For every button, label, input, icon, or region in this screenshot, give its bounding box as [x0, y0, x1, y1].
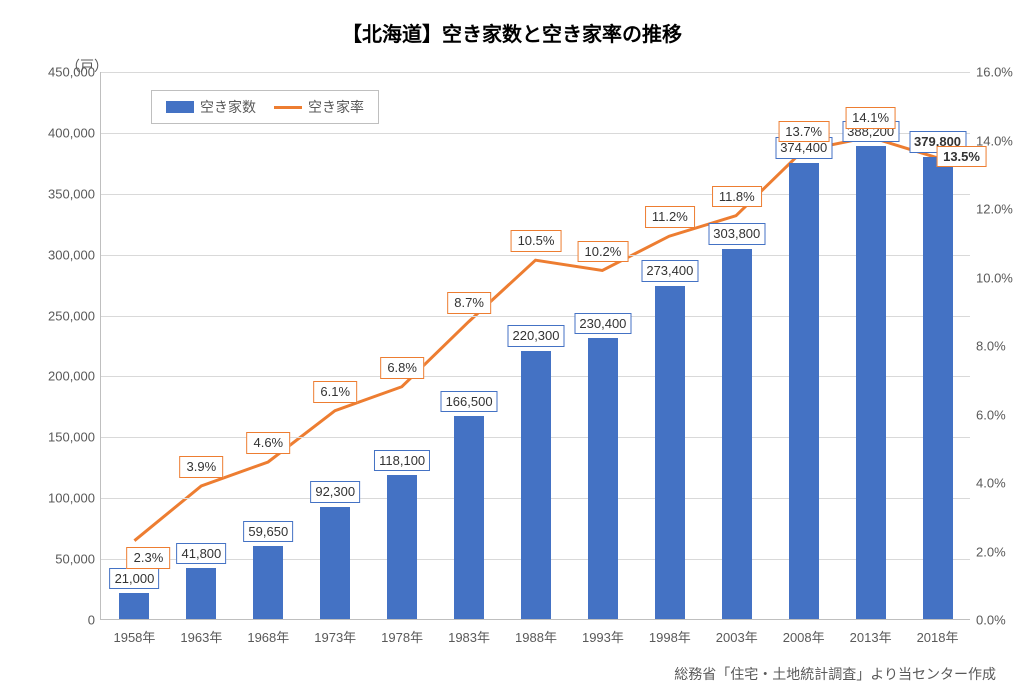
bar: [454, 416, 484, 619]
x-tick-label: 2008年: [783, 627, 825, 646]
y-left-tick-label: 150,000: [48, 430, 95, 445]
line-data-label: 4.6%: [246, 432, 290, 454]
bar: [119, 593, 149, 619]
bar-data-label: 230,400: [574, 313, 631, 335]
x-tick-label: 1983年: [448, 627, 490, 646]
bar-data-label: 220,300: [508, 325, 565, 347]
line-data-label: 11.2%: [645, 206, 695, 228]
gridline: [101, 72, 970, 73]
bar-data-label: 118,100: [374, 450, 430, 472]
y-right-tick-label: 2.0%: [976, 544, 1006, 559]
y-right-tick-label: 8.0%: [976, 339, 1006, 354]
x-tick-label: 2018年: [917, 627, 959, 646]
line-data-label: 11.8%: [712, 186, 762, 208]
gridline: [101, 255, 970, 256]
bar: [923, 157, 953, 620]
line-data-label: 10.2%: [577, 241, 628, 263]
y-left-tick-label: 450,000: [48, 65, 95, 80]
y-left-tick-label: 200,000: [48, 369, 95, 384]
y-left-tick-label: 300,000: [48, 247, 95, 262]
x-tick-label: 1993年: [582, 627, 624, 646]
bar-data-label: 21,000: [110, 568, 160, 590]
bar: [387, 475, 417, 619]
chart-title: 【北海道】空き家数と空き家率の推移: [0, 18, 1024, 47]
y-left-tick-label: 100,000: [48, 491, 95, 506]
bar: [655, 286, 685, 619]
bar-data-label: 41,800: [176, 543, 226, 565]
y-left-tick-label: 400,000: [48, 125, 95, 140]
gridline: [101, 194, 970, 195]
plot-area: 空き家数 空き家率 050,000100,000150,000200,00025…: [100, 72, 970, 620]
y-left-tick-label: 250,000: [48, 308, 95, 323]
line-data-label: 13.5%: [936, 146, 987, 168]
x-tick-label: 1988年: [515, 627, 557, 646]
y-right-tick-label: 10.0%: [976, 270, 1013, 285]
x-tick-label: 1973年: [314, 627, 356, 646]
y-right-tick-label: 6.0%: [976, 407, 1006, 422]
line-data-label: 6.8%: [380, 357, 424, 379]
gridline: [101, 133, 970, 134]
source-note: 総務省「住宅・土地統計調査」より当センター作成: [674, 664, 996, 684]
x-tick-label: 1968年: [247, 627, 289, 646]
x-tick-label: 1978年: [381, 627, 423, 646]
chart-container: 【北海道】空き家数と空き家率の推移 （戸） 空き家数 空き家率 050,0001…: [0, 0, 1024, 694]
bar-data-label: 92,300: [310, 481, 360, 503]
bar-data-label: 166,500: [441, 391, 498, 413]
x-tick-label: 2013年: [850, 627, 892, 646]
bar: [588, 338, 618, 619]
x-tick-label: 1963年: [180, 627, 222, 646]
y-right-tick-label: 12.0%: [976, 202, 1013, 217]
line-data-label: 8.7%: [447, 292, 491, 314]
bar-data-label: 303,800: [708, 223, 765, 245]
bar: [320, 507, 350, 619]
y-left-tick-label: 350,000: [48, 186, 95, 201]
y-right-tick-label: 0.0%: [976, 613, 1006, 628]
line-data-label: 13.7%: [778, 121, 829, 143]
x-tick-label: 2003年: [716, 627, 758, 646]
line-data-label: 6.1%: [313, 381, 357, 403]
bar: [722, 249, 752, 619]
line-data-label: 10.5%: [511, 230, 562, 252]
x-tick-label: 1998年: [649, 627, 691, 646]
gridline: [101, 316, 970, 317]
y-right-tick-label: 4.0%: [976, 476, 1006, 491]
y-right-tick-label: 16.0%: [976, 65, 1013, 80]
bar: [789, 163, 819, 619]
bar: [186, 568, 216, 619]
line-data-label: 2.3%: [127, 547, 171, 569]
bar: [856, 146, 886, 619]
y-left-tick-label: 0: [88, 613, 95, 628]
x-tick-label: 1958年: [113, 627, 155, 646]
line-data-label: 3.9%: [180, 456, 224, 478]
bar: [521, 351, 551, 619]
line-data-label: 14.1%: [845, 107, 896, 129]
bar-data-label: 273,400: [641, 260, 698, 282]
bar-data-label: 59,650: [243, 521, 293, 543]
y-left-tick-label: 50,000: [55, 552, 95, 567]
bar: [253, 546, 283, 619]
